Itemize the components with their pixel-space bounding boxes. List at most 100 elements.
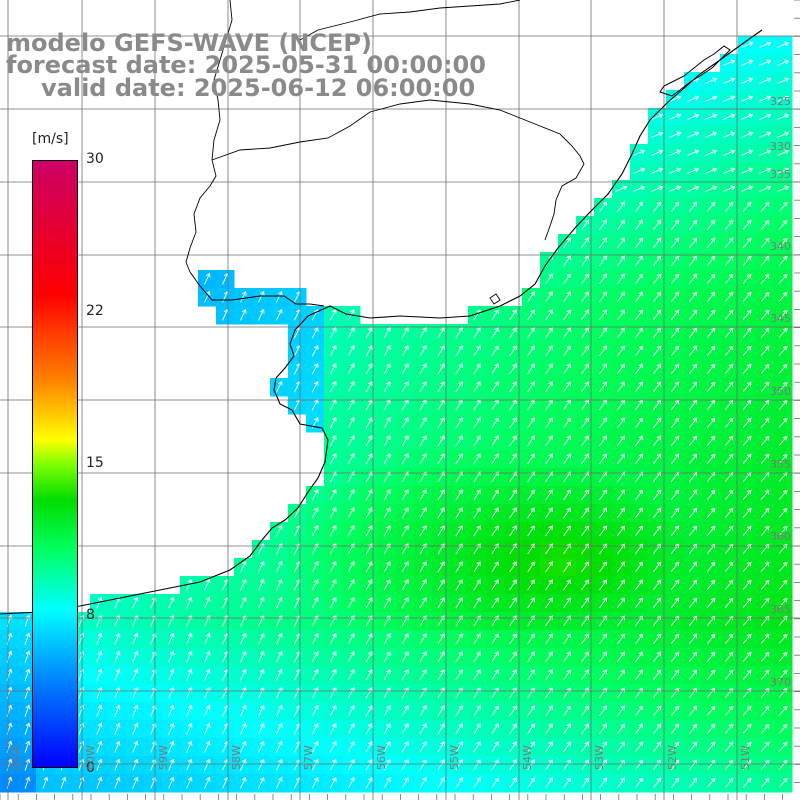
wind-arrow [383, 615, 391, 627]
wind-arrow [742, 507, 752, 518]
wind-arrow [545, 507, 553, 519]
wind-arrow [635, 489, 644, 501]
wind-arrow [635, 669, 644, 681]
wind-arrow [670, 777, 680, 788]
wind-arrow [527, 363, 535, 375]
wind-arrow [778, 489, 788, 500]
wind-arrow [742, 201, 752, 212]
wind-arrow [329, 416, 337, 429]
wind-arrow [329, 506, 337, 519]
wind-arrow [257, 686, 265, 699]
wind-arrow [777, 131, 790, 138]
wind-arrow [669, 185, 682, 192]
wind-arrow [670, 273, 680, 284]
wind-arrow [347, 488, 355, 501]
wind-arrow [724, 489, 734, 500]
wind-arrow [653, 723, 662, 735]
wind-arrow [617, 309, 626, 321]
wind-arrow [257, 704, 265, 717]
wind-arrow [724, 669, 734, 680]
longitude-label: 59W [157, 745, 170, 770]
latitude-label: 370 [770, 676, 791, 689]
wind-arrow [706, 597, 716, 608]
wind-arrow [706, 489, 716, 500]
wind-arrow [401, 525, 409, 537]
wind-arrow [168, 722, 175, 735]
wind-arrow [759, 95, 772, 102]
wind-arrow [347, 416, 355, 429]
wind-arrow [635, 273, 644, 285]
wind-arrow [545, 669, 553, 681]
wind-arrow [563, 579, 571, 591]
colorbar-tick-8: 8 [86, 607, 95, 623]
wind-arrow [329, 326, 337, 339]
wind-arrow [168, 704, 175, 717]
wind-arrow [311, 488, 319, 501]
wind-arrow [509, 669, 517, 681]
wind-arrow [311, 668, 319, 681]
wind-arrow [509, 489, 517, 501]
wind-arrow [365, 363, 373, 375]
wind-arrow [563, 489, 571, 501]
wind-arrow [329, 704, 337, 717]
wind-arrow [509, 435, 517, 447]
wind-arrow [509, 741, 517, 753]
wind-arrow [688, 273, 698, 284]
wind-arrow [186, 668, 193, 681]
wind-arrow [545, 453, 553, 465]
wind-arrow [383, 345, 391, 357]
wind-arrow [491, 669, 499, 681]
wind-arrow [509, 417, 517, 429]
wind-arrow [419, 669, 427, 681]
wind-arrow [275, 668, 283, 681]
wind-arrow [599, 759, 607, 771]
wind-arrow [599, 633, 607, 645]
wind-arrow [491, 327, 499, 339]
wind-arrow [204, 290, 211, 303]
wind-arrow [455, 327, 463, 339]
wind-arrow [760, 291, 770, 302]
wind-arrow [239, 650, 247, 663]
wind-arrow [635, 291, 644, 303]
wind-arrow [742, 651, 752, 662]
wind-arrow [329, 362, 337, 375]
wind-arrow [670, 381, 680, 392]
wind-arrow [760, 219, 770, 230]
wind-arrow [365, 561, 373, 573]
wind-arrow [24, 758, 31, 771]
wind-arrow [742, 705, 752, 716]
wind-arrow [635, 579, 644, 591]
wind-arrow [670, 597, 680, 608]
wind-arrow [545, 705, 553, 717]
wind-arrow [545, 291, 553, 303]
wind-arrow [347, 704, 355, 717]
wind-arrow [473, 723, 481, 735]
wind-arrow [581, 669, 589, 681]
wind-arrow [96, 740, 103, 753]
wind-arrow [778, 597, 788, 608]
wind-arrow [759, 149, 772, 156]
wind-arrow [617, 237, 626, 249]
wind-arrow [365, 597, 373, 609]
wind-arrow [311, 686, 319, 699]
wind-arrow [132, 668, 139, 681]
wind-arrow [204, 272, 211, 285]
wind-arrow [581, 435, 589, 447]
wind-arrow [706, 525, 716, 536]
wind-arrow [204, 668, 211, 681]
wind-arrow [419, 759, 427, 771]
wind-arrow [491, 633, 499, 645]
wind-arrow [742, 255, 752, 266]
wind-arrow [724, 453, 734, 464]
wind-arrow [383, 723, 391, 735]
wind-arrow [688, 345, 698, 356]
wind-arrow [437, 669, 445, 681]
wind-arrow [760, 237, 770, 248]
wind-arrow [239, 596, 247, 609]
wind-arrow [275, 380, 283, 393]
wind-arrow [527, 345, 535, 357]
wind-arrow [741, 41, 754, 48]
wind-arrow [437, 327, 445, 339]
wind-arrow [778, 561, 788, 572]
longitude-label: 52W [666, 745, 679, 770]
